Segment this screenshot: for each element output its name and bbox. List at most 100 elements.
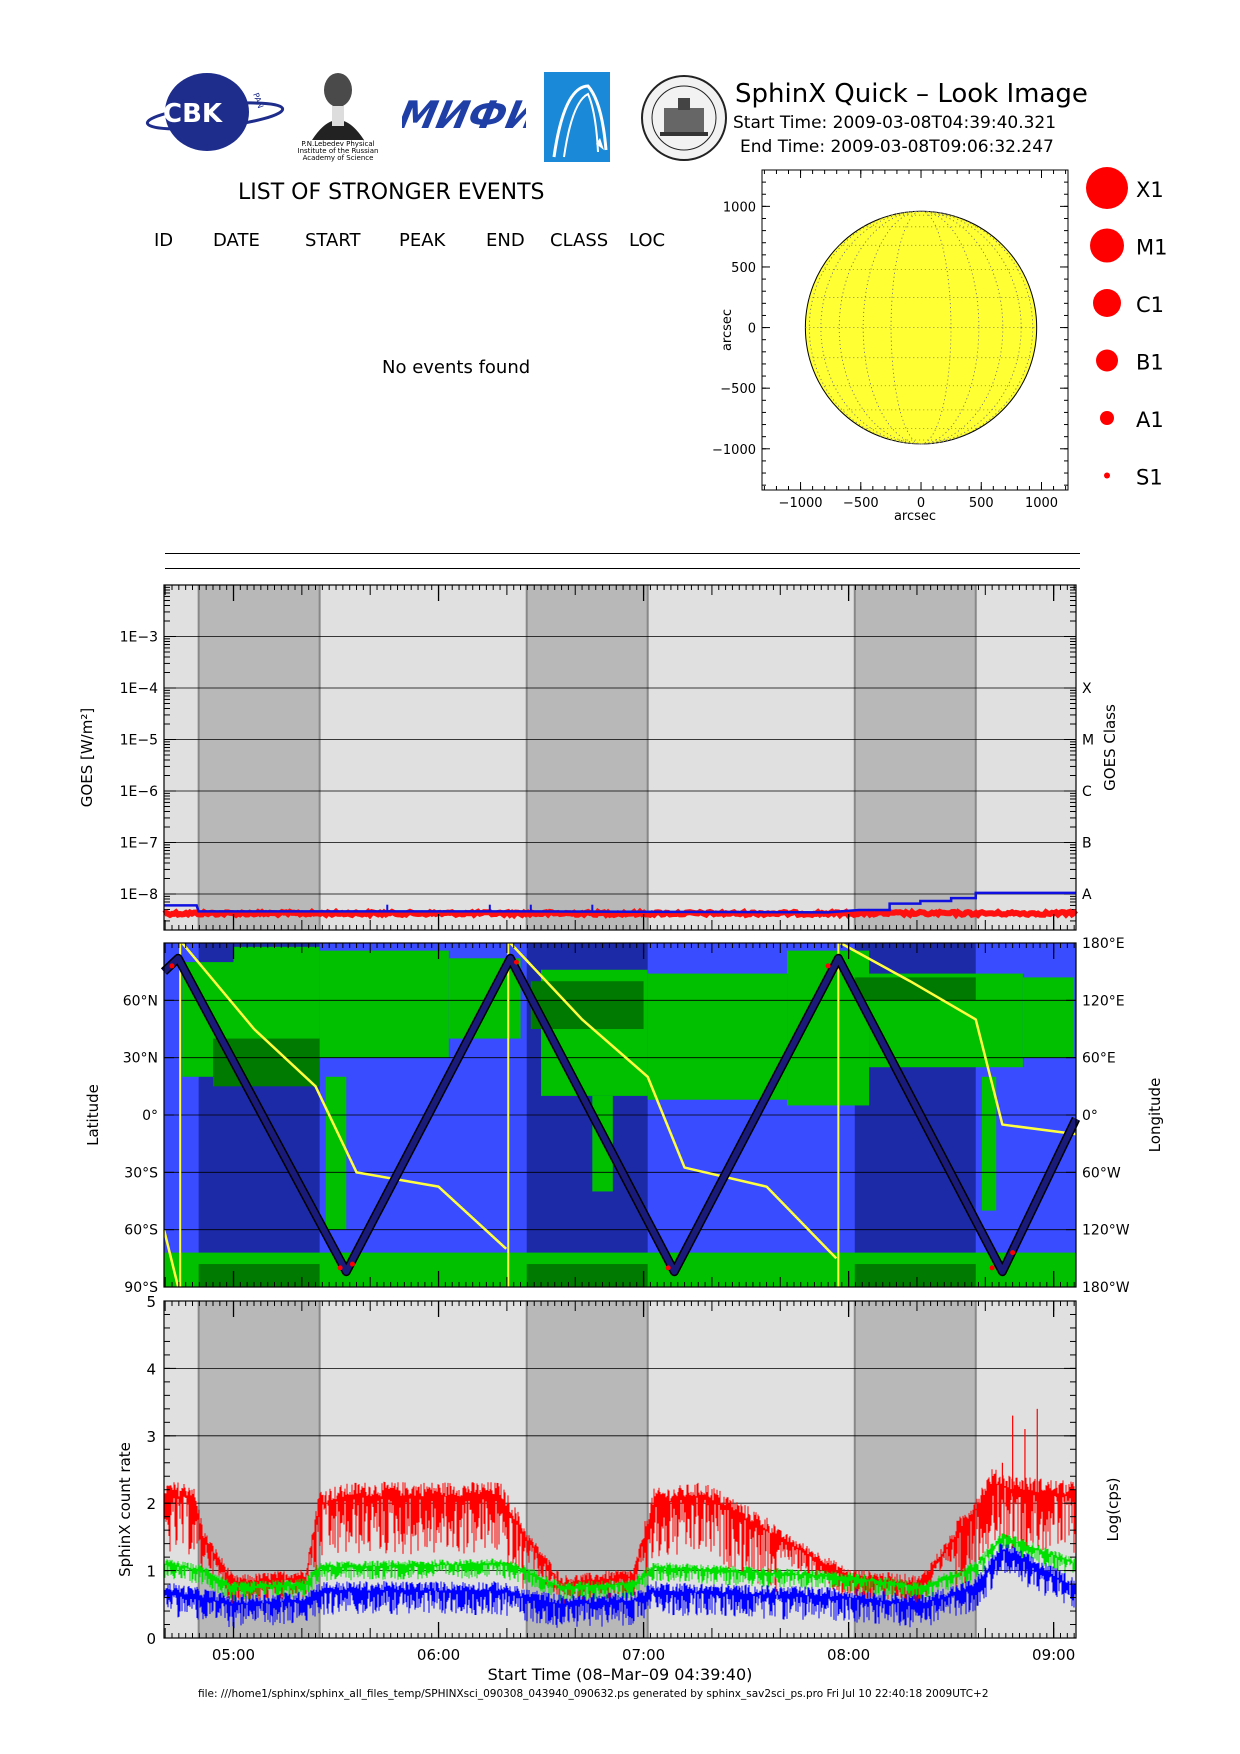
events-col-end: END	[486, 230, 525, 251]
goes-ytick-label: 1E−8	[120, 887, 158, 903]
night-band	[854, 585, 976, 930]
goes-ylabel: GOES [W/m²]	[78, 708, 96, 807]
events-empty-message: No events found	[382, 357, 531, 378]
start-time-label: Start Time: 2009-03-08T04:39:40.321	[733, 113, 1057, 133]
map-ytick-label: 0°	[142, 1108, 158, 1124]
legend-label-b1: B1	[1136, 351, 1164, 375]
map-south-band	[164, 1264, 199, 1287]
map-land-region	[981, 1076, 997, 1211]
sun-grid-longitude	[890, 210, 952, 445]
comet-logo	[544, 72, 610, 162]
sphinx-xtick-label: 09:00	[1032, 1646, 1075, 1664]
orbit-event-marker	[349, 1261, 355, 1267]
goes-class-label-b: B	[1082, 836, 1092, 852]
map-y2tick-label: 180°W	[1082, 1280, 1130, 1296]
university-seal-logo	[640, 74, 728, 162]
sun-grid-longitude	[808, 210, 1034, 445]
goes-ytick-label: 1E−7	[120, 836, 158, 852]
events-col-id: ID	[154, 230, 174, 251]
map-ytick-label: 60°N	[123, 993, 158, 1009]
goes-frame	[163, 584, 1077, 931]
sun-xtick-label: −1000	[779, 496, 823, 511]
map-land-night	[854, 1264, 976, 1287]
map-ylabel: Latitude	[84, 1084, 102, 1146]
cbk-logo-text: CBK	[163, 99, 223, 129]
map-y2tick-label: 180°E	[1082, 936, 1125, 952]
legend-label-m1: M1	[1136, 236, 1167, 260]
events-list-title: LIST OF STRONGER EVENTS	[238, 180, 545, 205]
sun-xtick-label: −500	[843, 496, 879, 511]
sphinx-y2label: Log(cps)	[1104, 1477, 1122, 1541]
events-col-class: CLASS	[550, 230, 609, 251]
sphinx-ytick-label: 0	[146, 1630, 156, 1648]
sun-ytick-label: −500	[720, 382, 756, 397]
legend-label-x1: X1	[1136, 178, 1164, 202]
sphinx-ytick-label: 3	[146, 1428, 156, 1446]
sun-grid-longitude	[838, 210, 1004, 445]
end-time-label: End Time: 2009-03-08T09:06:32.247	[740, 137, 1054, 157]
sun-ylabel: arcsec	[720, 309, 735, 351]
sun-xtick-label: 1000	[1025, 496, 1058, 511]
sun-xtick-label: 500	[969, 496, 994, 511]
sphinx-ytick-label: 5	[146, 1293, 156, 1311]
legend-label-a1: A1	[1136, 408, 1164, 432]
events-col-peak: PEAK	[399, 230, 446, 251]
map-ytick-label: 30°S	[124, 1165, 158, 1181]
mifi-logo-text: МИФИ	[402, 93, 526, 138]
map-y2tick-label: 120°E	[1082, 993, 1125, 1009]
legend-marker-b1	[1096, 349, 1118, 372]
sphinx-xtick-label: 08:00	[827, 1646, 870, 1664]
map-land-region	[647, 973, 788, 1100]
sun-ytick-label: 500	[731, 261, 756, 276]
page-title: SphinX Quick – Look Image	[735, 79, 1088, 109]
sphinx-ytick-label: 1	[146, 1563, 156, 1581]
map-ytick-label: 60°S	[124, 1223, 158, 1239]
sun-xtick-label: 0	[917, 496, 925, 511]
goes-class-label-c: C	[1082, 784, 1092, 800]
goes-class-label-a: A	[1082, 887, 1092, 903]
orbit-event-marker	[825, 963, 831, 969]
map-y2label: Longitude	[1146, 1078, 1164, 1153]
events-col-date: DATE	[213, 230, 260, 251]
sphinx-ylabel: SphinX count rate	[116, 1442, 134, 1577]
map-land-night	[854, 977, 976, 1001]
sun-grid-longitude	[820, 210, 1022, 445]
lebedev-line-2: Institute of the Russian	[298, 147, 379, 155]
sun-ytick-label: 0	[748, 322, 756, 337]
night-band	[198, 585, 320, 930]
goes-class-label-m: M	[1082, 733, 1094, 749]
sun-xlabel: arcsec	[894, 509, 936, 524]
map-land-night	[530, 981, 644, 1029]
orbit-event-marker	[513, 959, 519, 965]
mifi-logo: МИФИ	[395, 84, 543, 144]
map-y2tick-label: 120°W	[1082, 1223, 1130, 1239]
goes-y2label: GOES Class	[1101, 704, 1119, 791]
goes-ytick-label: 1E−3	[120, 630, 158, 646]
sphinx-xtick-label: 06:00	[417, 1646, 460, 1664]
orbit-event-marker	[665, 1265, 671, 1271]
goes-class-label-x: X	[1082, 681, 1092, 697]
goes-short-series	[162, 907, 1079, 920]
sphinx-xtick-label: 07:00	[622, 1646, 665, 1664]
map-ytick-label: 90°S	[124, 1280, 158, 1296]
goes-ytick-label: 1E−6	[120, 784, 158, 800]
orbit-event-marker	[337, 1265, 343, 1271]
sun-ytick-label: −1000	[712, 443, 756, 458]
sphinx-xtick-label: 05:00	[212, 1646, 255, 1664]
sphinx-xlabel: Start Time (08–Mar–09 04:39:40)	[488, 1665, 753, 1684]
longitude-curve	[162, 941, 1077, 1288]
map-ytick-label: 30°N	[123, 1051, 158, 1067]
cbk-logo: CBK PAN	[145, 72, 285, 152]
legend-marker-c1	[1093, 289, 1121, 317]
goes-long-series	[164, 891, 1076, 914]
map-y2tick-label: 60°E	[1082, 1051, 1116, 1067]
lebedev-line-3: Academy of Science	[303, 154, 374, 162]
map-y2tick-label: 0°	[1082, 1108, 1098, 1124]
legend-label-c1: C1	[1136, 293, 1164, 317]
orbit-track	[161, 955, 1079, 1275]
map-land-night	[526, 1264, 648, 1287]
sphinx-frame	[163, 1300, 1077, 1639]
orbit-event-marker	[169, 963, 175, 969]
legend-label-s1: S1	[1136, 466, 1163, 490]
